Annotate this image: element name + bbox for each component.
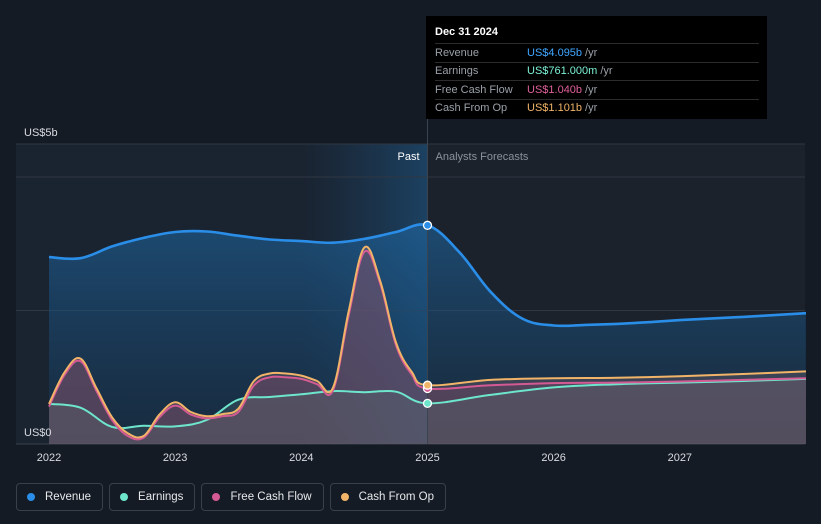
legend-dot-icon <box>340 493 349 501</box>
free-cash-flow-line <box>48 249 807 441</box>
tooltip-row-cash-from-op: Cash From Op US$1.101b /yr <box>435 98 759 118</box>
tooltip-value: US$4.095b <box>527 46 583 59</box>
legend-label: Revenue <box>45 491 92 503</box>
tooltip-unit: /yr <box>585 46 598 59</box>
tooltip-date: Dec 31 2024 <box>435 26 498 38</box>
legend-item-cash-from-op[interactable]: Cash From Op <box>329 483 447 511</box>
legend-item-earnings[interactable]: Earnings <box>109 483 196 511</box>
legend-item-revenue[interactable]: Revenue <box>16 483 104 511</box>
y-axis-top-label: US$5b <box>24 127 58 139</box>
tooltip-label: Revenue <box>435 46 480 59</box>
x-tick-label: 2027 <box>668 452 692 464</box>
tooltip-unit: /yr <box>585 102 598 115</box>
legend-label: Cash From Op <box>358 491 435 503</box>
tooltip-row-earnings: Earnings US$761.000m /yr <box>435 61 759 81</box>
tooltip-label: Earnings <box>435 65 479 78</box>
tooltip-label: Cash From Op <box>435 102 508 115</box>
highlight-point <box>422 398 433 409</box>
tooltip-row-revenue: Revenue US$4.095b /yr <box>435 43 759 62</box>
x-tick-label: 2023 <box>163 452 187 464</box>
highlight-point <box>422 220 433 230</box>
x-tick-label: 2026 <box>541 452 565 464</box>
legend: Revenue Earnings Free Cash Flow Cash Fro… <box>16 483 447 511</box>
revenue-line <box>48 223 807 328</box>
legend-dot-icon <box>212 493 221 501</box>
tooltip-unit: /yr <box>585 83 598 96</box>
y-axis-bottom-label: US$0 <box>24 427 52 439</box>
tooltip-label: Free Cash Flow <box>435 83 513 96</box>
legend-dot-icon <box>27 493 35 501</box>
free-cash-flow-area <box>49 250 806 444</box>
tooltip-row-free-cash-flow: Free Cash Flow US$1.040b /yr <box>435 80 759 99</box>
x-tick-label: 2025 <box>415 452 439 464</box>
tooltip: Dec 31 2024 Revenue US$4.095b /yr Earnin… <box>426 16 767 119</box>
tooltip-value: US$1.040b <box>527 83 583 96</box>
tooltip-value: US$761.000m <box>527 65 598 78</box>
highlight-point <box>422 380 433 390</box>
legend-label: Free Cash Flow <box>230 491 312 503</box>
tooltip-value: US$1.101b <box>527 102 583 115</box>
x-tick-label: 2024 <box>289 452 313 464</box>
legend-label: Earnings <box>138 491 184 503</box>
tooltip-unit: /yr <box>600 65 613 78</box>
legend-item-free-cash-flow[interactable]: Free Cash Flow <box>201 483 324 511</box>
forecast-label: Analysts Forecasts <box>436 151 529 163</box>
past-label: Past <box>397 151 419 163</box>
cash-from-op-line <box>48 245 807 439</box>
legend-dot-icon <box>120 493 129 501</box>
x-tick-label: 2022 <box>37 452 61 464</box>
cash-from-op-area <box>49 246 806 444</box>
